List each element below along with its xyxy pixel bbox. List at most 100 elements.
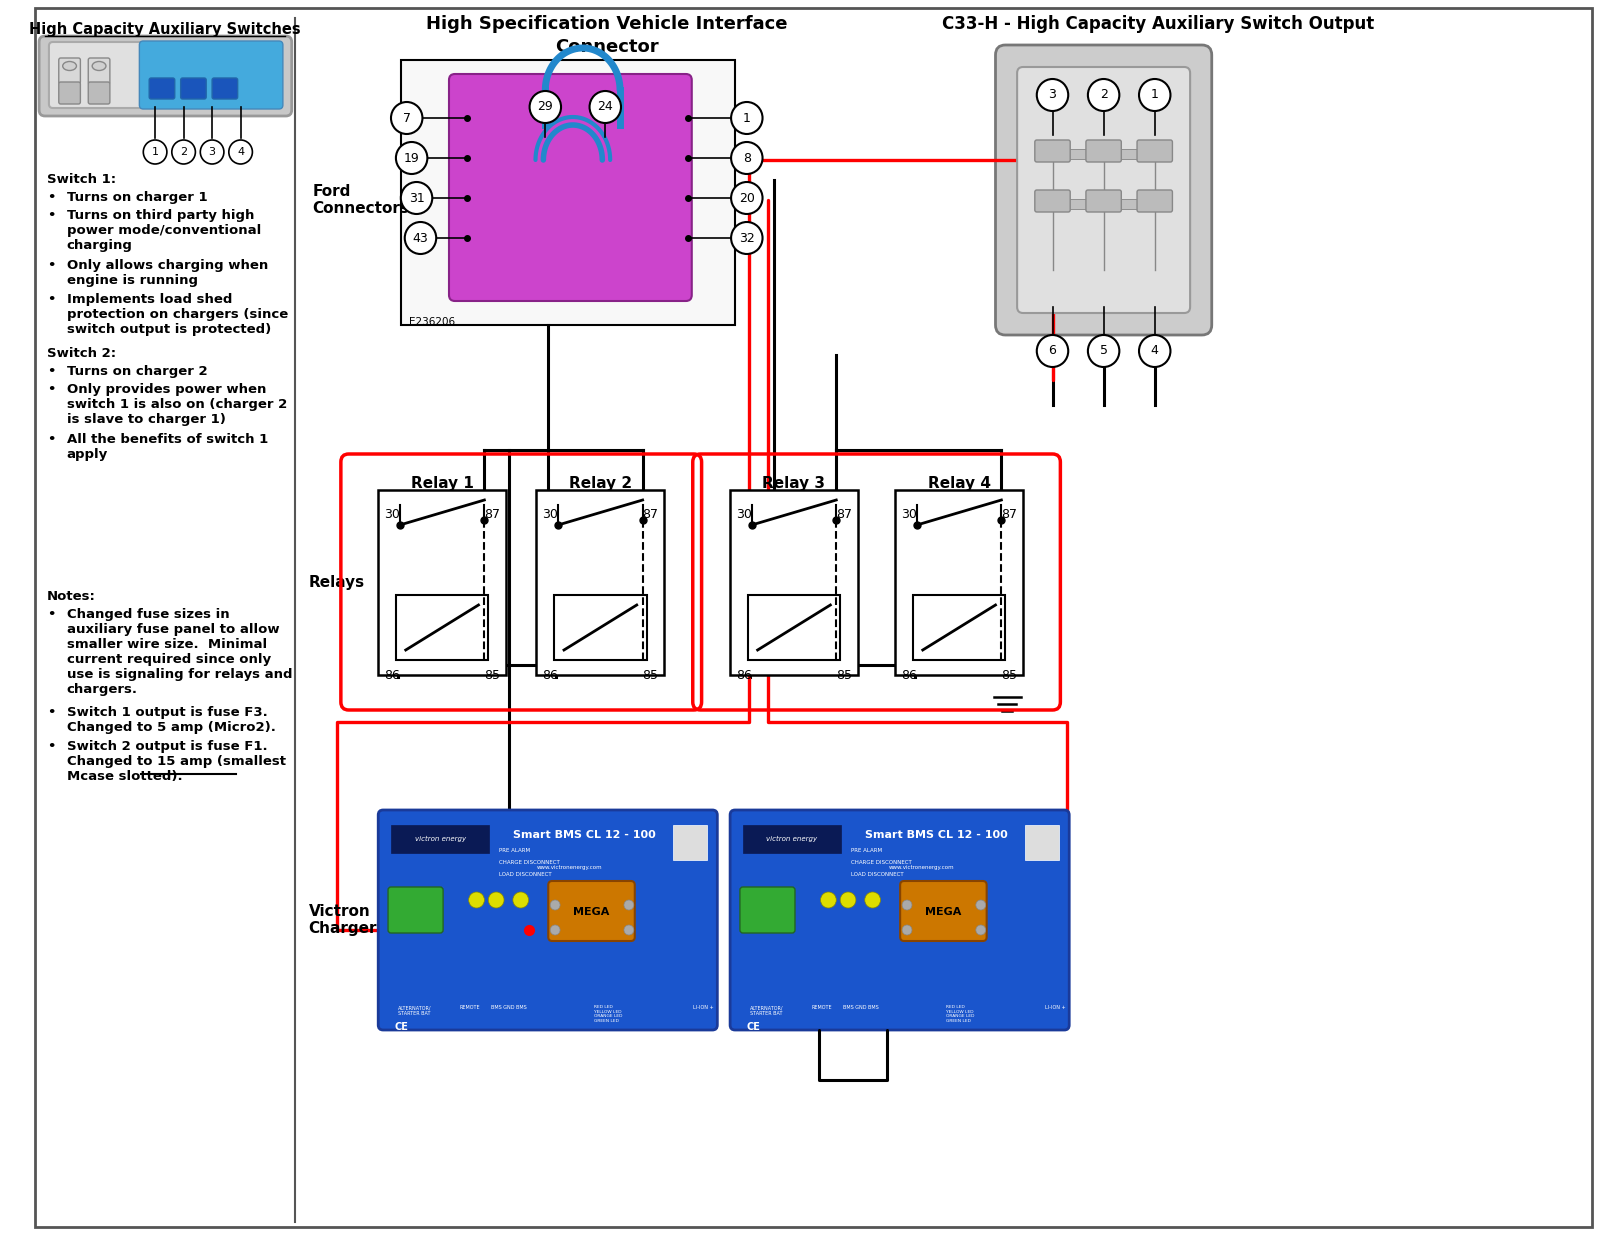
- Circle shape: [469, 892, 485, 908]
- FancyBboxPatch shape: [1018, 67, 1190, 312]
- Text: Relay 2: Relay 2: [568, 475, 632, 492]
- Bar: [402, 61, 734, 325]
- Text: CE: CE: [747, 1023, 760, 1032]
- Text: Turns on charger 2: Turns on charger 2: [67, 366, 208, 378]
- Text: ALTERNATOR/
STARTER BAT: ALTERNATOR/ STARTER BAT: [750, 1005, 784, 1016]
- FancyBboxPatch shape: [149, 78, 174, 99]
- Bar: [674, 825, 707, 860]
- Text: www.victronenergy.com: www.victronenergy.com: [890, 864, 955, 869]
- Text: Relay 1: Relay 1: [411, 475, 474, 492]
- Text: 24: 24: [597, 100, 613, 114]
- Text: 30: 30: [736, 508, 752, 521]
- Circle shape: [864, 892, 880, 908]
- Text: Implements load shed
protection on chargers (since
switch output is protected): Implements load shed protection on charg…: [67, 293, 288, 336]
- Text: 85: 85: [642, 669, 658, 682]
- Text: BMS GND BMS: BMS GND BMS: [843, 1005, 878, 1010]
- Text: •: •: [46, 191, 56, 204]
- Text: All the benefits of switch 1
apply: All the benefits of switch 1 apply: [67, 433, 267, 461]
- Circle shape: [731, 182, 763, 214]
- Bar: [554, 595, 646, 659]
- Circle shape: [514, 892, 528, 908]
- Text: BMS GND BMS: BMS GND BMS: [491, 1005, 526, 1010]
- Text: 5: 5: [1099, 345, 1107, 357]
- Text: MEGA: MEGA: [573, 906, 610, 918]
- Bar: [747, 595, 840, 659]
- Bar: [742, 825, 842, 853]
- Bar: [896, 490, 1022, 676]
- Circle shape: [550, 900, 560, 910]
- Text: 20: 20: [739, 191, 755, 205]
- Circle shape: [731, 142, 763, 174]
- Circle shape: [840, 892, 856, 908]
- Text: 2: 2: [181, 147, 187, 157]
- FancyBboxPatch shape: [1035, 140, 1070, 162]
- Bar: [730, 490, 858, 676]
- Text: RED LED
YELLOW LED
ORANGE LED
GREEN LED: RED LED YELLOW LED ORANGE LED GREEN LED: [595, 1005, 622, 1023]
- Circle shape: [1139, 79, 1171, 111]
- FancyBboxPatch shape: [1035, 190, 1070, 212]
- Circle shape: [976, 900, 986, 910]
- Text: 7: 7: [403, 111, 411, 125]
- FancyBboxPatch shape: [38, 36, 291, 116]
- Text: High Specification Vehicle Interface: High Specification Vehicle Interface: [427, 15, 787, 33]
- Circle shape: [405, 222, 437, 254]
- Circle shape: [550, 925, 560, 935]
- Text: 87: 87: [835, 508, 851, 521]
- FancyBboxPatch shape: [88, 82, 110, 104]
- Bar: [390, 825, 490, 853]
- FancyBboxPatch shape: [1086, 190, 1122, 212]
- Text: •: •: [46, 433, 56, 446]
- Text: Turns on charger 1: Turns on charger 1: [67, 191, 208, 204]
- Text: 32: 32: [739, 231, 755, 245]
- Text: 1: 1: [152, 147, 158, 157]
- Circle shape: [171, 140, 195, 164]
- Text: •: •: [46, 209, 56, 222]
- Text: REMOTE: REMOTE: [459, 1005, 480, 1010]
- Text: Relay 4: Relay 4: [928, 475, 990, 492]
- Bar: [395, 595, 488, 659]
- Text: E236206: E236206: [408, 317, 454, 327]
- Bar: [536, 490, 664, 676]
- Text: 85: 85: [485, 669, 501, 682]
- Circle shape: [1088, 335, 1120, 367]
- Text: 8: 8: [742, 152, 750, 164]
- Text: Relay 3: Relay 3: [763, 475, 826, 492]
- Circle shape: [229, 140, 253, 164]
- Circle shape: [390, 103, 422, 135]
- Text: ALTERNATOR/
STARTER BAT: ALTERNATOR/ STARTER BAT: [398, 1005, 432, 1016]
- Text: •: •: [46, 608, 56, 621]
- Circle shape: [1139, 335, 1171, 367]
- FancyBboxPatch shape: [901, 881, 987, 941]
- FancyBboxPatch shape: [213, 78, 238, 99]
- Text: 87: 87: [485, 508, 501, 521]
- Circle shape: [530, 91, 562, 124]
- Circle shape: [1088, 79, 1120, 111]
- Text: Smart BMS CL 12 - 100: Smart BMS CL 12 - 100: [514, 830, 656, 840]
- Text: Connector: Connector: [555, 38, 659, 56]
- Text: 87: 87: [642, 508, 658, 521]
- Circle shape: [821, 892, 837, 908]
- Text: 1: 1: [742, 111, 750, 125]
- Text: Relays: Relays: [309, 574, 365, 589]
- Text: •: •: [46, 259, 56, 272]
- Text: PRE ALARM: PRE ALARM: [499, 847, 530, 852]
- Bar: [914, 595, 1005, 659]
- Text: Turns on third party high
power mode/conventional
charging: Turns on third party high power mode/con…: [67, 209, 261, 252]
- FancyBboxPatch shape: [88, 58, 110, 84]
- Text: Only provides power when
switch 1 is also on (charger 2
is slave to charger 1): Only provides power when switch 1 is als…: [67, 383, 286, 426]
- Text: Switch 2 output is fuse F1.
Changed to 15 amp (smallest
Mcase slotted).: Switch 2 output is fuse F1. Changed to 1…: [67, 740, 286, 783]
- Text: 2: 2: [1099, 89, 1107, 101]
- Text: 43: 43: [413, 231, 429, 245]
- Text: •: •: [46, 740, 56, 753]
- FancyBboxPatch shape: [181, 78, 206, 99]
- Circle shape: [624, 925, 634, 935]
- Text: 4: 4: [1150, 345, 1158, 357]
- Circle shape: [488, 892, 504, 908]
- Circle shape: [731, 103, 763, 135]
- FancyBboxPatch shape: [730, 810, 1069, 1030]
- Text: Notes:: Notes:: [46, 590, 96, 603]
- Text: RED LED
YELLOW LED
ORANGE LED
GREEN LED: RED LED YELLOW LED ORANGE LED GREEN LED: [946, 1005, 974, 1023]
- Text: •: •: [46, 366, 56, 378]
- Text: 19: 19: [403, 152, 419, 164]
- Text: 85: 85: [835, 669, 851, 682]
